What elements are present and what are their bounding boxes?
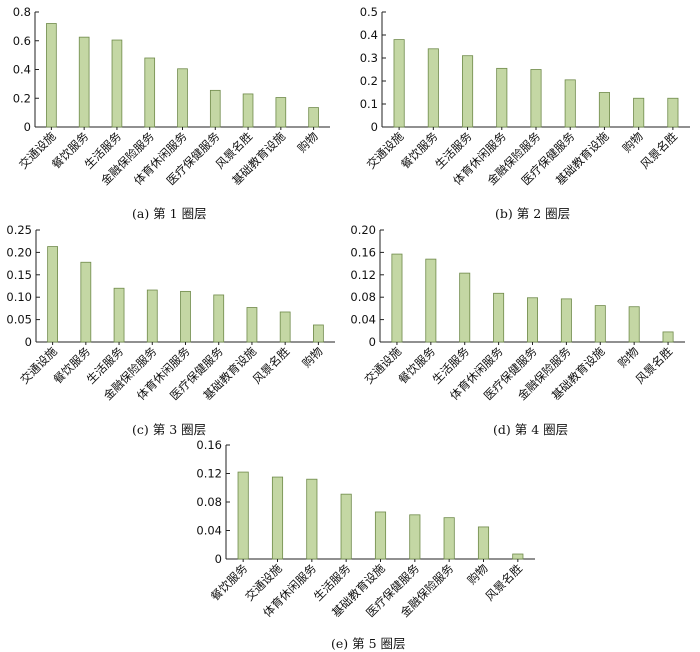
- bar: [496, 67, 508, 128]
- bar: [427, 48, 439, 128]
- y-tick-label: 0.25: [6, 223, 32, 237]
- y-tick-label: 0.20: [6, 245, 32, 259]
- y-tick-label: 0.10: [6, 290, 32, 304]
- chart-panel-c: 0 0.05 0.10 0.15 0.20 0.25 交通设施 餐饮服务 生活服务 金融保险服务体…: [0, 220, 345, 420]
- y-tick-label: 0.3: [360, 51, 378, 65]
- bar: [512, 553, 524, 560]
- chart-caption-b: (b) 第 2 圈层: [495, 206, 571, 221]
- bar: [462, 55, 474, 128]
- bar: [209, 89, 221, 128]
- y-tick-label: 0.16: [196, 438, 222, 452]
- y-tick-label: 0: [25, 335, 32, 349]
- bar: [530, 69, 542, 128]
- bar-chart-b: 00.10.20.30.40.5交通设施餐饮服务生活服务体育休闲服务金融保险服务…: [360, 5, 690, 188]
- bar: [633, 97, 645, 128]
- bar: [47, 246, 58, 343]
- y-tick-label: 0.4: [360, 28, 378, 42]
- bar: [146, 289, 158, 343]
- bar-chart-d: 00.040.080.120.160.20交通设施餐饮服务生活服务体育休闲服务医…: [350, 223, 685, 403]
- y-tick-label: 0.08: [196, 495, 222, 509]
- y-tick-label: 0.1: [360, 97, 378, 111]
- chart-caption-d: (d) 第 4 圈层: [493, 422, 569, 437]
- category-label: 购物: [464, 561, 490, 587]
- bar: [313, 324, 324, 343]
- bar: [111, 39, 123, 128]
- y-tick-label: 0.2: [360, 74, 378, 88]
- y-tick-label: 0.16: [350, 245, 376, 259]
- category-label: 购物: [620, 129, 646, 155]
- bar: [271, 476, 284, 560]
- bar-chart-c: 00.050.100.150.200.25交通设施餐饮服务生活服务金融保险服务体…: [6, 223, 335, 403]
- bar: [443, 517, 455, 560]
- category-label: 风景名胜: [633, 344, 676, 387]
- bar: [177, 68, 188, 128]
- y-tick-label: 0.20: [350, 223, 376, 237]
- bar: [144, 57, 156, 128]
- y-tick-label: 0.04: [196, 524, 222, 538]
- category-label: 购物: [299, 344, 325, 370]
- bar: [78, 36, 90, 128]
- y-tick-label: 0.2: [13, 91, 31, 105]
- y-tick-label: 0.4: [13, 63, 31, 77]
- chart-caption-c: (c) 第 3 圈层: [132, 422, 207, 437]
- chart-panel-b: 0 0.1 0.2 0.3 0.4 0.5 交通设施 餐饮服务 生活服务 体育休闲服务 金融保险服务…: [350, 0, 695, 205]
- bar: [628, 306, 640, 343]
- bar: [340, 493, 352, 560]
- y-tick-label: 0: [215, 552, 222, 566]
- bar: [598, 92, 610, 128]
- bar: [242, 93, 254, 128]
- bar: [662, 331, 674, 343]
- bar: [237, 471, 249, 560]
- chart-panel-d: 0 0.04 0.08 0.12 0.16 0.20 交通设施 餐饮服务 生活服务 体育休闲服务医…: [345, 220, 695, 420]
- chart-caption-e: (e) 第 5 圈层: [331, 636, 406, 651]
- bar: [527, 297, 538, 343]
- bar: [374, 511, 387, 560]
- y-tick-label: 0.04: [350, 313, 376, 327]
- category-label: 风景名胜: [638, 129, 681, 172]
- bar-chart-e: 00.040.080.120.16餐饮服务交通设施体育休闲服务生活服务基础教育设…: [196, 438, 535, 620]
- chart-panel-e: 0 0.04 0.08 0.12 0.16 餐饮服务 交通设施 体育休闲服务 生活服务 基础教育设…: [190, 435, 550, 630]
- bar: [391, 253, 403, 343]
- category-label: 购物: [615, 344, 641, 370]
- bar: [493, 292, 505, 343]
- bar: [80, 261, 92, 343]
- bar: [46, 23, 57, 128]
- y-tick-label: 0.12: [196, 467, 222, 481]
- chart-caption-a: (a) 第 1 圈层: [132, 206, 207, 221]
- bar: [477, 526, 490, 560]
- bar: [393, 39, 405, 128]
- bar: [246, 307, 258, 343]
- y-tick-label: 0: [369, 335, 376, 349]
- bar-chart-a: 00.20.40.60.8交通设施餐饮服务生活服务金融保险服务体育休闲服务医疗保…: [13, 5, 330, 188]
- bar: [180, 290, 191, 343]
- category-label: 风景名胜: [250, 344, 293, 387]
- y-tick-label: 0: [371, 120, 378, 134]
- bar: [560, 298, 572, 343]
- bar: [308, 107, 319, 128]
- bar: [113, 287, 125, 343]
- y-tick-label: 0.15: [6, 268, 32, 282]
- bar: [213, 294, 225, 343]
- bar: [667, 97, 679, 128]
- y-tick-label: 0.6: [13, 34, 31, 48]
- y-tick-label: 0.8: [13, 5, 31, 19]
- bar: [279, 311, 291, 343]
- y-tick-label: 0: [24, 120, 31, 134]
- category-label: 购物: [295, 129, 321, 155]
- category-label: 餐饮服务: [208, 561, 251, 604]
- y-tick-label: 0.12: [350, 268, 376, 282]
- y-tick-label: 0.08: [350, 290, 376, 304]
- bar: [409, 514, 421, 560]
- bar: [275, 97, 287, 128]
- bar: [594, 305, 606, 343]
- y-tick-label: 0.05: [6, 313, 32, 327]
- bar: [425, 258, 437, 343]
- bar: [564, 79, 576, 128]
- bar: [459, 272, 471, 343]
- chart-panel-a: 0 0.2 0.4 0.6 0.8 交通设施 餐饮服务 生活服务 金融保险服务 体育休闲服务 医疗保…: [0, 0, 340, 205]
- category-label: 风景名胜: [483, 561, 526, 604]
- bar: [306, 478, 318, 560]
- y-tick-label: 0.5: [360, 5, 378, 19]
